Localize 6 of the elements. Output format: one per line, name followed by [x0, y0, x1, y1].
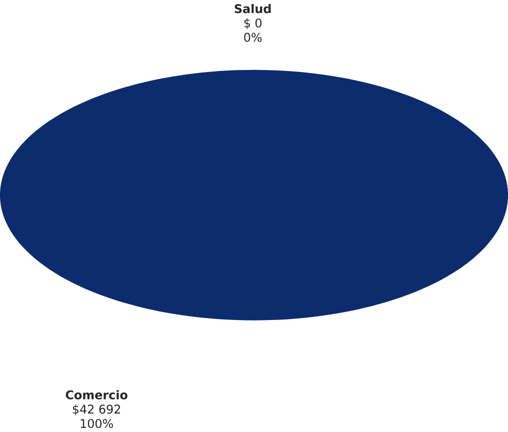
category-label: Salud — [234, 4, 271, 14]
slice-label: Comercio — [66, 390, 128, 400]
text: $ 0 — [244, 18, 262, 30]
text: 100% — [80, 418, 113, 428]
data-label: $42 692 — [72, 404, 120, 416]
text: 0% — [244, 32, 262, 42]
